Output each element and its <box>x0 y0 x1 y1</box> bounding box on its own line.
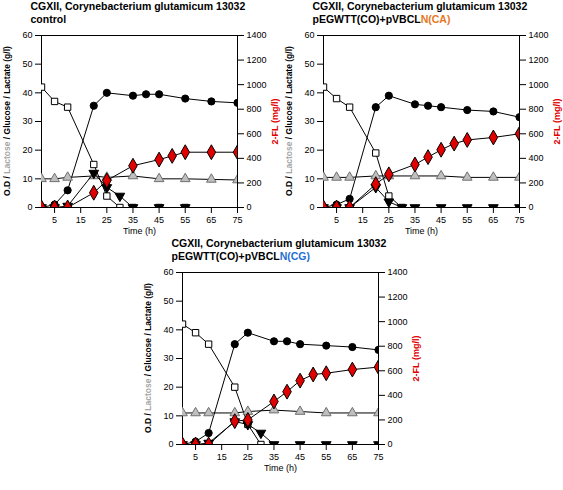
svg-text:5: 5 <box>52 215 57 225</box>
svg-text:Time (h): Time (h) <box>122 226 155 236</box>
svg-text:55: 55 <box>180 215 190 225</box>
svg-text:75: 75 <box>232 215 242 225</box>
svg-text:75: 75 <box>373 452 383 462</box>
svg-text:15: 15 <box>216 452 226 462</box>
svg-text:200: 200 <box>387 415 402 425</box>
svg-text:50: 50 <box>163 296 173 306</box>
svg-text:10: 10 <box>304 174 314 184</box>
svg-text:Time (h): Time (h) <box>263 463 296 473</box>
svg-text:600: 600 <box>528 129 543 139</box>
svg-text:45: 45 <box>295 452 305 462</box>
svg-text:75: 75 <box>514 215 524 225</box>
svg-text:55: 55 <box>321 452 331 462</box>
svg-text:1000: 1000 <box>387 317 407 327</box>
svg-text:1200: 1200 <box>528 55 548 65</box>
svg-text:40: 40 <box>163 325 173 335</box>
svg-text:35: 35 <box>409 215 419 225</box>
svg-text:25: 25 <box>242 452 252 462</box>
html-text:CGXII, Corynebacterium glutami: CGXII, Corynebacterium glutamicum 13032 <box>312 0 528 12</box>
svg-text:1400: 1400 <box>387 267 407 277</box>
svg-text:60: 60 <box>163 267 173 277</box>
svg-text:400: 400 <box>387 390 402 400</box>
svg-text:0: 0 <box>528 202 533 212</box>
svg-text:55: 55 <box>462 215 472 225</box>
svg-text:60: 60 <box>22 30 32 40</box>
svg-text:600: 600 <box>246 129 261 139</box>
svg-text:O.D / Lactose / Glucose / Lact: O.D / Lactose / Glucose / Lactate (g/l) <box>2 46 12 196</box>
svg-text:2-FL (mg/l): 2-FL (mg/l) <box>410 336 420 382</box>
svg-text:35: 35 <box>127 215 137 225</box>
svg-text:0: 0 <box>309 202 314 212</box>
svg-text:2-FL (mg/l): 2-FL (mg/l) <box>269 99 279 145</box>
html-text:CGXII, Corynebacterium glutami: CGXII, Corynebacterium glutamicum 13032 <box>171 237 387 249</box>
svg-text:40: 40 <box>304 88 314 98</box>
svg-text:O.D / Lactose / Glucose / Lact: O.D / Lactose / Glucose / Lactate (g/l) <box>284 46 294 196</box>
svg-text:60: 60 <box>304 30 314 40</box>
svg-text:0: 0 <box>27 202 32 212</box>
svg-text:50: 50 <box>304 59 314 69</box>
svg-text:0: 0 <box>387 439 392 449</box>
svg-text:35: 35 <box>268 452 278 462</box>
svg-text:50: 50 <box>22 59 32 69</box>
svg-text:1400: 1400 <box>528 30 548 40</box>
svg-text:O.D / Lactose / Glucose / Lact: O.D / Lactose / Glucose / Lactate (g/l) <box>143 283 153 433</box>
svg-text:30: 30 <box>304 116 314 126</box>
svg-text:30: 30 <box>163 353 173 363</box>
svg-text:800: 800 <box>246 104 261 114</box>
svg-text:600: 600 <box>387 366 402 376</box>
svg-text:1400: 1400 <box>246 30 266 40</box>
svg-text:65: 65 <box>488 215 498 225</box>
svg-text:800: 800 <box>528 104 543 114</box>
html-text:pEGWTT(CO)+pVBCL N(CG): pEGWTT(CO)+pVBCL N(CG) <box>171 250 310 262</box>
svg-text:45: 45 <box>436 215 446 225</box>
svg-text:10: 10 <box>22 174 32 184</box>
svg-text:45: 45 <box>154 215 164 225</box>
svg-text:800: 800 <box>387 341 402 351</box>
svg-text:40: 40 <box>22 88 32 98</box>
svg-text:400: 400 <box>246 153 261 163</box>
svg-text:0: 0 <box>168 439 173 449</box>
html-text:pEGWTT(CO)+pVBCL N(CA): pEGWTT(CO)+pVBCL N(CA) <box>312 13 451 25</box>
svg-text:25: 25 <box>383 215 393 225</box>
svg-text:1000: 1000 <box>528 80 548 90</box>
svg-text:65: 65 <box>347 452 357 462</box>
svg-text:5: 5 <box>193 452 198 462</box>
svg-text:2-FL (mg/l): 2-FL (mg/l) <box>551 99 561 145</box>
svg-text:10: 10 <box>163 411 173 421</box>
svg-text:200: 200 <box>528 178 543 188</box>
html-text:control: control <box>30 13 67 25</box>
svg-text:20: 20 <box>22 145 32 155</box>
svg-text:200: 200 <box>246 178 261 188</box>
svg-text:20: 20 <box>163 382 173 392</box>
svg-text:1200: 1200 <box>387 292 407 302</box>
svg-text:400: 400 <box>528 153 543 163</box>
svg-text:15: 15 <box>357 215 367 225</box>
svg-text:65: 65 <box>206 215 216 225</box>
svg-text:1200: 1200 <box>246 55 266 65</box>
svg-text:Time (h): Time (h) <box>404 226 437 236</box>
svg-text:30: 30 <box>22 116 32 126</box>
svg-text:0: 0 <box>246 202 251 212</box>
svg-text:20: 20 <box>304 145 314 155</box>
svg-text:1000: 1000 <box>246 80 266 90</box>
svg-text:25: 25 <box>101 215 111 225</box>
html-text:CGXII, Corynebacterium glutami: CGXII, Corynebacterium glutamicum 13032 <box>30 0 246 12</box>
svg-text:15: 15 <box>75 215 85 225</box>
svg-text:5: 5 <box>334 215 339 225</box>
